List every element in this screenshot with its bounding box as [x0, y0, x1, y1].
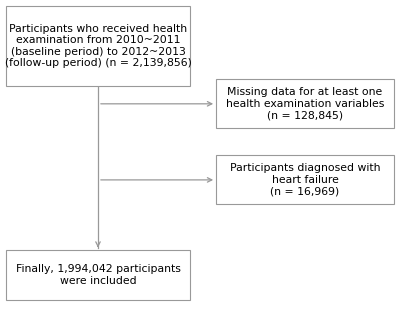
- FancyBboxPatch shape: [216, 155, 394, 204]
- FancyBboxPatch shape: [6, 6, 190, 86]
- Text: Finally, 1,994,042 participants
were included: Finally, 1,994,042 participants were inc…: [16, 264, 180, 286]
- FancyBboxPatch shape: [6, 250, 190, 300]
- FancyBboxPatch shape: [216, 79, 394, 128]
- Text: Missing data for at least one
health examination variables
(n = 128,845): Missing data for at least one health exa…: [226, 87, 384, 120]
- Text: Participants who received health
examination from 2010~2011
(baseline period) to: Participants who received health examina…: [4, 23, 192, 68]
- Text: Participants diagnosed with
heart failure
(n = 16,969): Participants diagnosed with heart failur…: [230, 163, 380, 197]
